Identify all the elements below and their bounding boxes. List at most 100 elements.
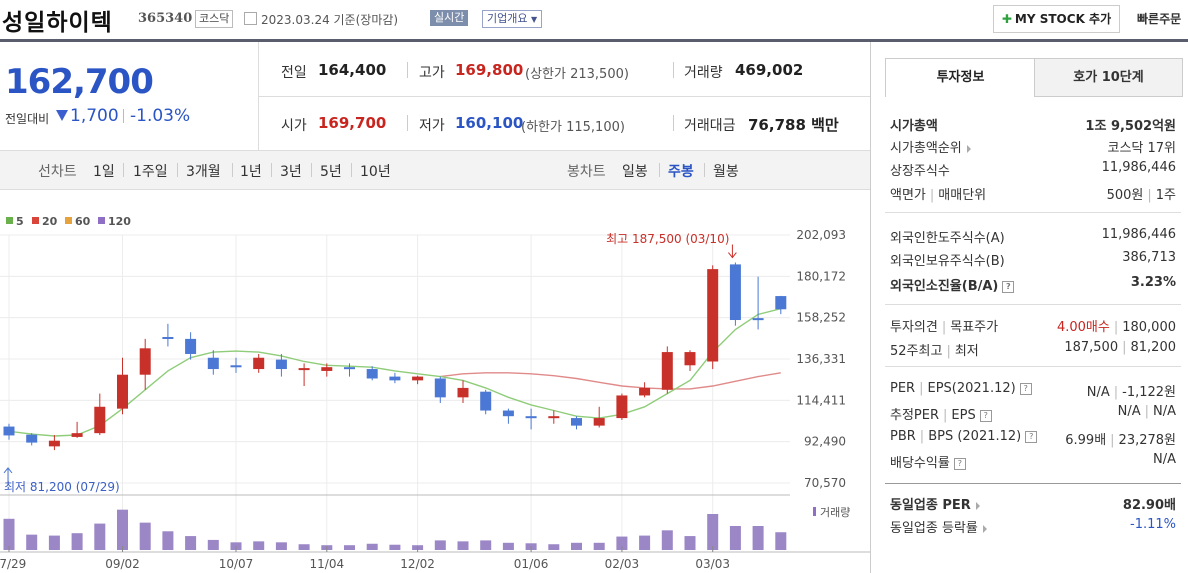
candle-body — [94, 406, 106, 434]
volume-bar — [48, 535, 60, 550]
candle-body — [71, 433, 83, 437]
candle-body — [389, 376, 401, 381]
volume-bar — [139, 522, 151, 550]
info-b-2-value: 3.23% — [1131, 275, 1176, 290]
candle-body — [775, 296, 787, 310]
plus-icon: ✚ — [1001, 12, 1012, 26]
volume-bar — [775, 532, 787, 550]
candle-daily[interactable]: 일봉 — [622, 164, 648, 180]
help-icon[interactable]: ? — [953, 457, 966, 470]
info-d-0-label-text: PER — [890, 381, 916, 396]
info-e-0-label[interactable]: 동일업종 PER — [890, 494, 980, 513]
info-a-3-label2-text: 매매단위 — [938, 188, 987, 203]
period-3y[interactable]: 3년 — [280, 164, 302, 180]
candle-body — [729, 264, 741, 321]
volume-bar — [684, 536, 696, 550]
value-separator: | — [1110, 433, 1115, 448]
upper-limit-value: 213,500 — [570, 67, 624, 82]
candle-weekly[interactable]: 주봉 — [668, 164, 694, 180]
help-icon[interactable]: ? — [1002, 280, 1015, 293]
y-tick-label: 92,490 — [804, 435, 846, 449]
info-d-3-label: 배당수익률? — [890, 452, 966, 471]
info-c-1-label: 52주최고 | 최저 — [890, 340, 979, 359]
info-a-2-value-text: 11,986,446 — [1101, 160, 1176, 175]
period-divider — [351, 163, 352, 177]
info-a-0-label-text: 시가총액 — [890, 119, 938, 134]
quick-order-link[interactable]: 빠른주문 — [1137, 12, 1182, 26]
realtime-button[interactable]: 실시간 — [430, 10, 469, 26]
candle-body — [480, 391, 492, 411]
info-c-0-value-text: 4.00매수 — [1056, 320, 1110, 335]
change-label: 전일대비 — [5, 112, 50, 126]
info-a-1-value-text: 코스닥 17위 — [1107, 141, 1176, 156]
candle-body — [162, 336, 174, 339]
candle-body — [412, 376, 424, 381]
panel-divider — [885, 483, 1181, 484]
info-a-3-value: 500원 | 1주 — [1107, 184, 1176, 203]
open-label: 시가 — [281, 118, 307, 134]
y-tick-label: 114,411 — [796, 393, 846, 407]
candle-body — [366, 369, 378, 379]
help-icon[interactable]: ? — [979, 409, 992, 422]
ma5-line — [8, 308, 781, 437]
period-divider — [311, 163, 312, 177]
candle-body — [117, 374, 128, 409]
panel-divider — [885, 212, 1181, 213]
candle-body — [434, 378, 446, 398]
info-d-1-label2-text: EPS — [951, 408, 976, 423]
info-d-1-value: N/A | N/A — [1118, 404, 1176, 419]
period-toolbar — [0, 150, 870, 190]
period-1y[interactable]: 1년 — [240, 164, 262, 180]
volume-bar — [661, 530, 673, 550]
info-a-3-label: 액면가 | 매매단위 — [890, 184, 986, 203]
period-1w[interactable]: 1주일 — [133, 164, 168, 180]
info-a-3-value2-text: 1주 — [1155, 188, 1176, 203]
min-arrow-icon — [3, 467, 13, 483]
x-tick-label: 12/02 — [400, 557, 435, 571]
volume-bar — [275, 542, 287, 550]
volume-bar — [344, 545, 355, 550]
high-label: 고가 — [419, 65, 445, 81]
help-icon[interactable]: ? — [1025, 430, 1038, 443]
volume-bar — [26, 534, 38, 550]
ma20-line — [440, 372, 781, 390]
tab-order-book[interactable]: 호가 10단계 — [1034, 58, 1183, 97]
x-tick-label: 11/04 — [310, 557, 345, 571]
legend-label: 60 — [75, 215, 91, 228]
info-a-1-label[interactable]: 시가총액순위 — [890, 137, 971, 156]
period-divider — [123, 163, 124, 177]
period-divider — [704, 163, 705, 177]
amount-label: 거래대금 — [684, 118, 736, 134]
info-e-0-value-text: 82.90배 — [1122, 498, 1176, 513]
company-overview-dropdown[interactable]: 기업개요 ▼ — [482, 10, 543, 28]
tab-underline — [1034, 96, 1181, 97]
candle-body — [298, 368, 310, 371]
candle-body — [275, 359, 287, 370]
candle-body — [230, 365, 242, 368]
as-of-date: 2023.03.24 기준(장마감) — [261, 13, 399, 27]
info-c-1-value: 187,500 | 81,200 — [1064, 340, 1176, 355]
add-mystock-button[interactable]: ✚ MY STOCK 추가 — [993, 5, 1120, 33]
help-icon[interactable]: ? — [1019, 382, 1032, 395]
info-e-1-label[interactable]: 동일업종 등락률 — [890, 517, 987, 536]
label-separator: | — [919, 381, 924, 396]
candle-body — [707, 269, 719, 362]
tab-invest-info[interactable]: 투자정보 — [885, 58, 1036, 97]
volume-bar — [752, 526, 764, 550]
label-separator: | — [943, 408, 948, 423]
period-3m[interactable]: 3개월 — [186, 164, 221, 180]
volume-bar — [162, 531, 174, 550]
period-5y[interactable]: 5년 — [320, 164, 342, 180]
chevron-down-icon: ▼ — [530, 15, 538, 24]
y-tick-label: 158,252 — [796, 311, 846, 325]
candle-monthly[interactable]: 월봉 — [713, 164, 739, 180]
info-c-1-label-text: 52주최고 — [890, 344, 943, 359]
stock-chart[interactable]: 5 20 60 120 202,093 180,172 158,252 136,331 114,… — [0, 190, 870, 573]
info-b-1-value-text: 386,713 — [1122, 250, 1176, 265]
y-tick-label: 70,570 — [804, 476, 846, 490]
chevron-right-icon — [966, 144, 971, 153]
period-10y[interactable]: 10년 — [360, 164, 391, 180]
info-c-0-value: 4.00매수 | 180,000 — [1057, 316, 1176, 335]
low-label: 저가 — [419, 118, 445, 134]
period-1d[interactable]: 1일 — [93, 164, 115, 180]
